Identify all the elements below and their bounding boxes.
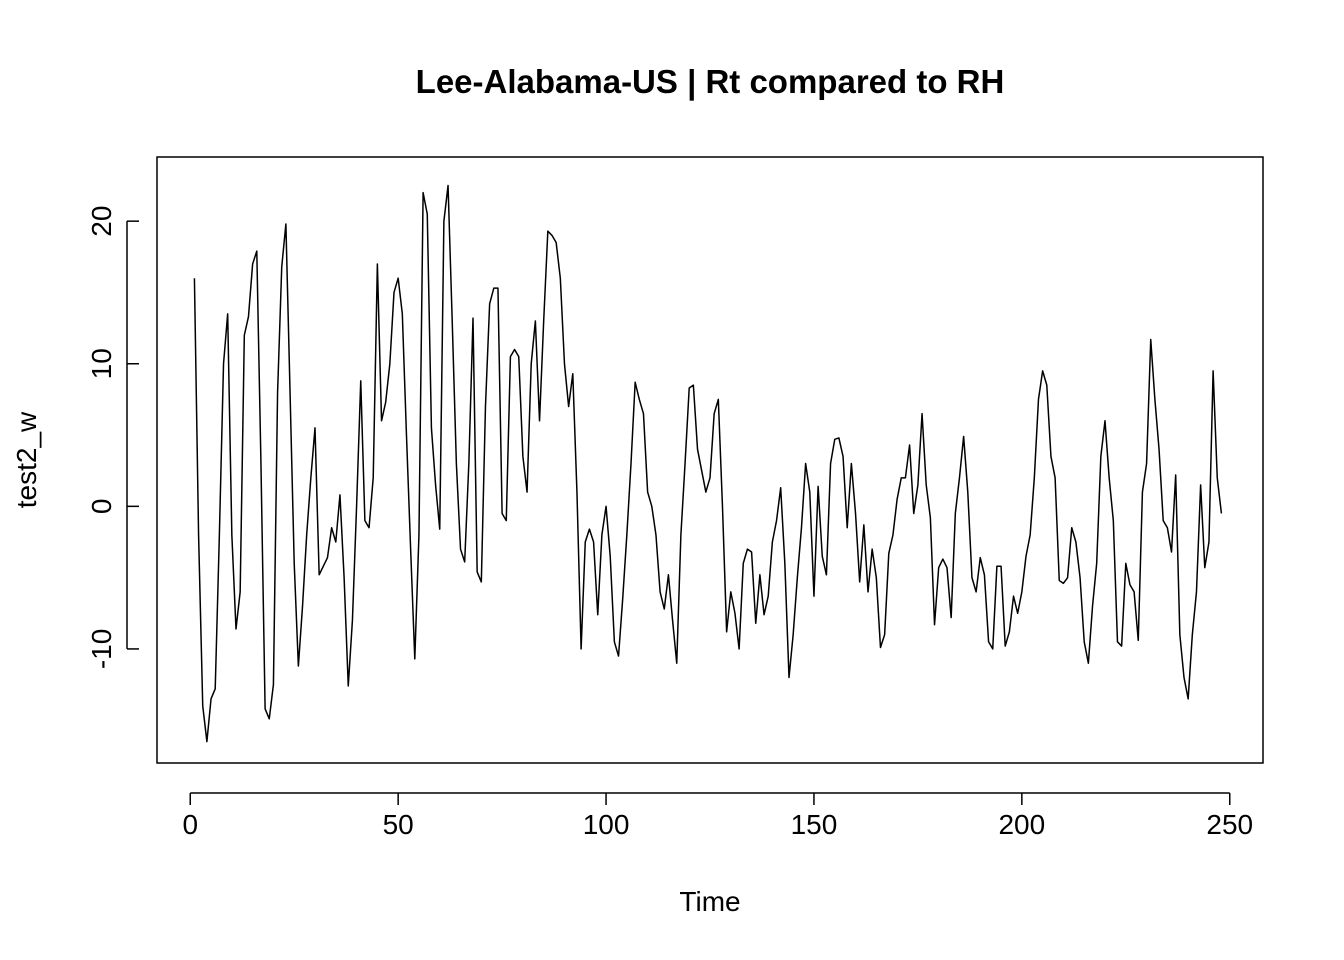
y-tick-label: 0 (86, 499, 117, 515)
x-tick-label: 100 (583, 809, 630, 840)
x-tick-label: 50 (383, 809, 414, 840)
series-line (193, 184, 1223, 743)
x-tick-label: 150 (791, 809, 838, 840)
x-tick-label: 0 (182, 809, 198, 840)
plot-frame (156, 156, 1264, 764)
y-axis: -10 0 10 20 (86, 206, 139, 669)
y-tick-label: -10 (86, 629, 117, 669)
y-tick-label: 10 (86, 348, 117, 379)
x-tick-label: 200 (998, 809, 1045, 840)
x-axis: 0 50 100 150 200 250 (182, 792, 1253, 840)
x-axis-label: Time (679, 886, 740, 917)
y-tick-label: 20 (86, 206, 117, 237)
y-axis-label: test2_w (11, 411, 42, 508)
chart-title: Lee-Alabama-US | Rt compared to RH (416, 63, 1005, 100)
x-tick-label: 250 (1206, 809, 1253, 840)
